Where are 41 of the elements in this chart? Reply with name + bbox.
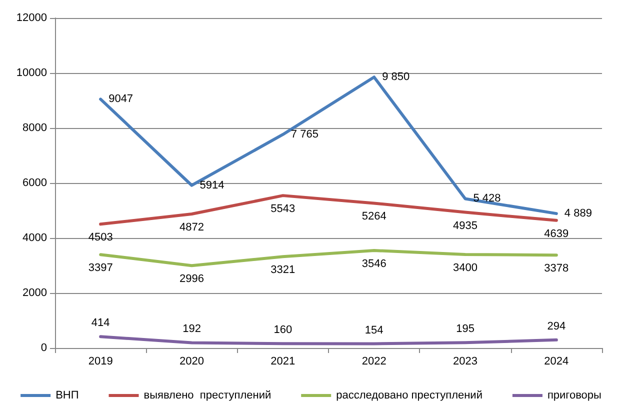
legend-label: приговоры bbox=[547, 390, 602, 402]
data-label: 3546 bbox=[362, 258, 386, 270]
y-tick-label: 4000 bbox=[22, 232, 47, 244]
y-tick-label: 0 bbox=[40, 342, 47, 354]
data-label: 3400 bbox=[453, 262, 478, 274]
line-series bbox=[99, 335, 558, 346]
x-tick-label: 2023 bbox=[453, 356, 478, 368]
data-label: 4 889 bbox=[564, 208, 592, 220]
data-label: 2996 bbox=[180, 273, 204, 286]
data-label: 160 bbox=[274, 324, 292, 336]
y-tick-label: 12000 bbox=[16, 12, 47, 24]
data-label: 4503 bbox=[88, 232, 113, 244]
data-label: 154 bbox=[364, 324, 384, 336]
data-label: 9047 bbox=[108, 93, 134, 106]
x-tick-label: 2019 bbox=[88, 356, 113, 368]
x-tick-label: 2022 bbox=[362, 356, 386, 368]
data-label: 3397 bbox=[88, 262, 113, 274]
data-label: 4639 bbox=[544, 228, 569, 240]
data-label: 3378 bbox=[544, 262, 569, 275]
legend-label: ВНП bbox=[56, 390, 79, 402]
data-label: 192 bbox=[182, 323, 201, 336]
y-tick-label: 10000 bbox=[16, 67, 47, 79]
data-label: 414 bbox=[91, 317, 110, 330]
data-label: 3321 bbox=[270, 264, 296, 276]
data-label: 4872 bbox=[180, 222, 204, 234]
data-label: 9 850 bbox=[382, 71, 410, 84]
data-label: 7 765 bbox=[290, 128, 318, 140]
legend-label: расследовано преступлений bbox=[336, 390, 482, 402]
data-label: 5543 bbox=[270, 203, 296, 216]
y-tick-label: 2000 bbox=[22, 287, 47, 299]
data-label: 195 bbox=[456, 323, 474, 336]
x-tick-label: 2021 bbox=[270, 356, 296, 368]
y-tick-label: 6000 bbox=[22, 177, 47, 189]
x-tick-label: 2024 bbox=[544, 356, 569, 368]
legend-label: выявлено преступлений bbox=[144, 390, 272, 402]
y-tick-label: 8000 bbox=[22, 122, 47, 134]
x-tick-label: 2020 bbox=[180, 356, 204, 368]
data-label: 4935 bbox=[453, 220, 478, 232]
data-label: 294 bbox=[547, 320, 566, 332]
data-label: 5264 bbox=[362, 210, 386, 223]
data-label: 5914 bbox=[200, 179, 224, 192]
